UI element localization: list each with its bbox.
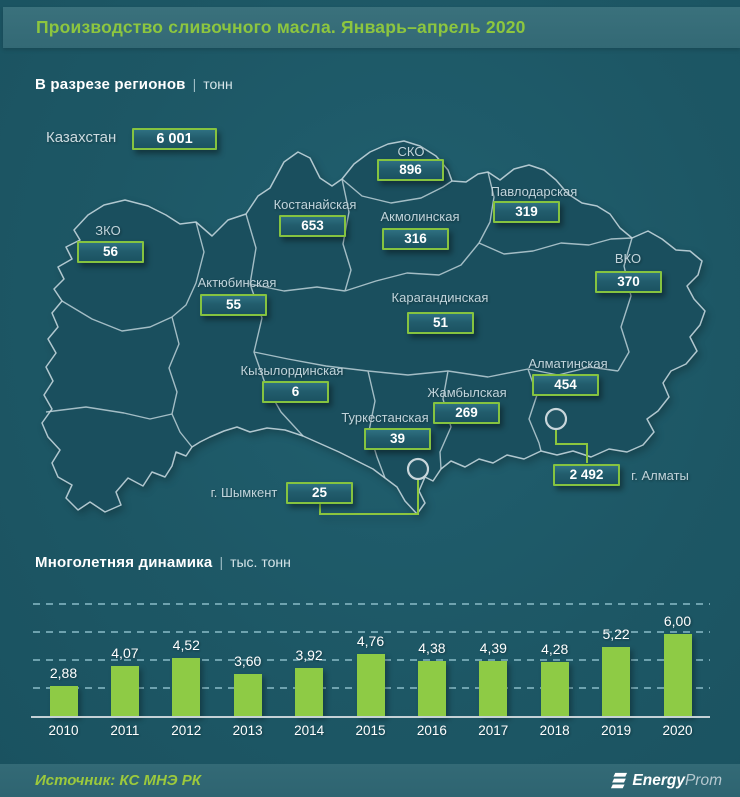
bar-value-label: 6,00	[663, 613, 692, 629]
bar	[663, 634, 692, 717]
almaty-connector-line	[555, 430, 588, 463]
bar-value-label: 3,60	[234, 653, 262, 669]
shymkent-connector-line	[319, 480, 419, 515]
country-outline	[41, 140, 706, 515]
region-label-almaty-region: Алматинская	[528, 356, 608, 371]
footer-band: Источник: КС МНЭ РК EnergyProm	[0, 764, 740, 797]
country-total-badge: 6 001	[132, 128, 217, 150]
bar-value-label: 3,92	[295, 647, 323, 663]
bar-value-label: 4,38	[418, 640, 446, 656]
region-badge-zko: 56	[77, 241, 144, 263]
energyprom-logo: EnergyProm	[608, 764, 722, 797]
region-label-kyzylorda: Кызылординская	[240, 363, 344, 378]
bar	[233, 674, 262, 717]
region-label-kostanay: Костанайская	[273, 197, 357, 212]
bar-chart: 2,88 2010 4,07 2011 4,52 2012 3,60 2013 3,92 2014…	[31, 595, 710, 738]
region-label-vko: ВКО	[614, 251, 642, 266]
x-axis-tick-label: 2014	[294, 723, 325, 738]
kazakhstan-map	[41, 140, 706, 515]
region-badge-kyzylorda: 6	[262, 381, 329, 403]
region-badge-akmola: 316	[382, 228, 449, 250]
region-label-karaganda: Карагандинская	[391, 290, 489, 305]
bar-value-label: 4,76	[356, 633, 385, 649]
region-borders	[45, 171, 633, 479]
chart-section-heading: Многолетняя динамика | тыс. тонн	[35, 554, 291, 571]
bar	[172, 658, 201, 717]
map-section-unit: тонн	[203, 76, 233, 92]
region-label-turkestan: Туркестанская	[341, 410, 429, 425]
region-label-zko: ЗКО	[95, 223, 121, 238]
gridline	[33, 603, 710, 605]
header-band: Производство сливочного масла. Январь–ап…	[3, 7, 740, 48]
heading-separator: |	[219, 554, 224, 570]
region-label-zhambyl: Жамбылская	[427, 385, 507, 400]
region-badge-almaty-region: 454	[532, 374, 599, 396]
bar-chart-plot: 2,88 2010 4,07 2011 4,52 2012 3,60 2013 3,92 2014…	[33, 595, 710, 738]
x-axis-tick-label: 2013	[232, 723, 263, 738]
x-axis-tick-label: 2015	[355, 723, 386, 738]
heading-separator: |	[192, 76, 197, 92]
x-axis-tick-label: 2016	[416, 723, 447, 738]
region-badge-pavlodar: 319	[493, 201, 560, 223]
energyprom-wordmark: EnergyProm	[632, 771, 722, 789]
source-text: Источник: КС МНЭ РК	[35, 772, 201, 789]
city-badge-shymkent: 25	[286, 482, 353, 504]
region-label-sko: СКО	[397, 144, 425, 159]
bar	[49, 686, 78, 717]
bar-value-label: 4,07	[111, 645, 139, 661]
region-badge-aktobe: 55	[200, 294, 267, 316]
energyprom-icon	[611, 772, 628, 788]
x-axis-tick-label: 2020	[662, 723, 693, 738]
map-section-title: В разрезе регионов	[35, 76, 186, 93]
x-axis-tick-label: 2018	[539, 723, 570, 738]
map-section-heading: В разрезе регионов | тонн	[35, 76, 233, 93]
region-badge-vko: 370	[595, 271, 662, 293]
x-axis-line	[31, 716, 710, 718]
region-badge-zhambyl: 269	[433, 402, 500, 424]
city-label-shymkent: г. Шымкент	[210, 485, 278, 500]
bar	[356, 654, 385, 717]
bar-value-label: 4,39	[479, 640, 507, 656]
x-axis-tick-label: 2011	[110, 723, 140, 738]
bar-value-label: 5,22	[602, 626, 630, 642]
almaty-marker-circle	[544, 407, 568, 431]
chart-section-title: Многолетняя динамика	[35, 554, 213, 571]
bar	[540, 662, 569, 717]
region-label-pavlodar: Павлодарская	[490, 184, 578, 199]
bar	[110, 666, 139, 717]
region-badge-karaganda: 51	[407, 312, 474, 334]
x-axis-tick-label: 2012	[171, 723, 202, 738]
city-label-almaty: г. Алматы	[631, 468, 689, 483]
bar-value-label: 4,28	[541, 641, 569, 657]
country-total-label: Казахстан	[46, 129, 117, 146]
bar-value-label: 4,52	[172, 637, 200, 653]
x-axis-tick-label: 2019	[601, 723, 632, 738]
bar	[295, 668, 324, 717]
city-badge-almaty: 2 492	[553, 464, 620, 486]
gridline	[33, 631, 710, 633]
shymkent-marker-circle	[406, 457, 430, 481]
x-axis-tick-label: 2017	[478, 723, 509, 738]
region-label-aktobe: Актюбинская	[197, 275, 277, 290]
x-axis-tick-label: 2010	[48, 723, 79, 738]
bar	[602, 647, 631, 717]
chart-section-unit: тыс. тонн	[230, 554, 291, 570]
region-badge-sko: 896	[377, 159, 444, 181]
page-title: Производство сливочного масла. Январь–ап…	[36, 17, 526, 37]
bar	[479, 661, 508, 717]
region-label-akmola: Акмолинская	[380, 209, 460, 224]
bar	[417, 661, 446, 717]
bar-value-label: 2,88	[49, 665, 78, 681]
region-badge-kostanay: 653	[279, 215, 346, 237]
region-badge-turkestan: 39	[364, 428, 431, 450]
